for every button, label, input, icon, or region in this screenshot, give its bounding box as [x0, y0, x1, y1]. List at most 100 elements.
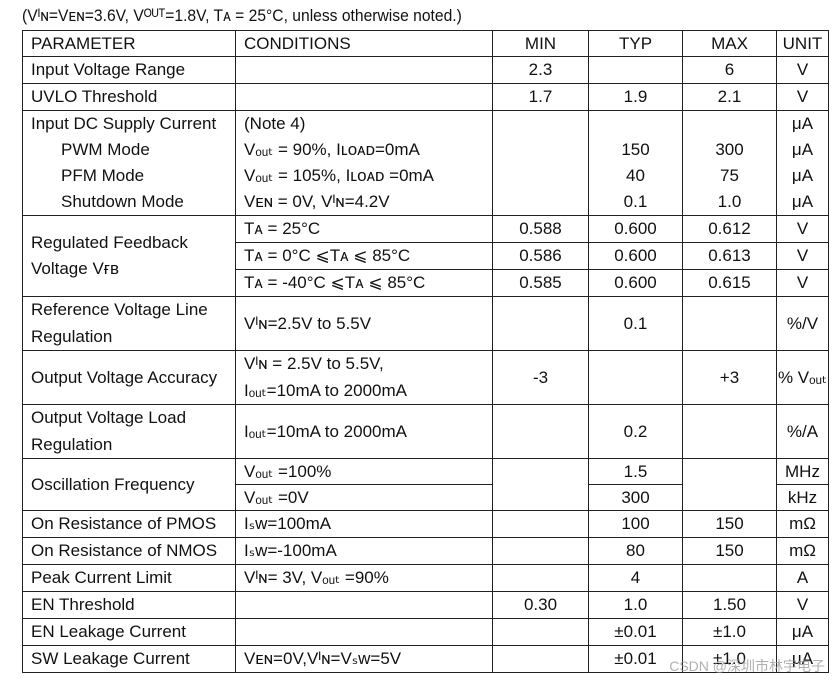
table-row: EN Leakage Current ±0.01 ±1.0 μA — [22, 618, 829, 646]
param-cell: Input DC Supply Current PWM Mode PFM Mod… — [22, 110, 236, 216]
header-typ: TYP — [588, 30, 683, 57]
unit-cell: A — [776, 564, 829, 592]
unit-cell: MHz — [776, 458, 829, 485]
min-cell: 1.7 — [492, 83, 589, 111]
unit-cell: %/V — [776, 296, 829, 351]
table-header-row: PARAMETER CONDITIONS MIN TYP MAX UNIT — [22, 30, 829, 57]
typ-cell: 1.9 — [588, 83, 683, 111]
param-cell: Output Voltage Accuracy — [22, 350, 236, 405]
min-cell — [492, 537, 589, 565]
max-cell: +3 — [682, 350, 777, 405]
min-cell: 0.585 — [492, 269, 589, 297]
table-row: Input DC Supply Current PWM Mode PFM Mod… — [22, 110, 829, 216]
conditions-cell — [235, 83, 493, 111]
table-row: Output Voltage Load Regulation Iₒᵤₜ=10mA… — [22, 404, 829, 459]
max-cell — [682, 404, 777, 459]
param-cell: Input Voltage Range — [22, 56, 236, 84]
max-cell — [682, 458, 777, 511]
typ-cell: 0.600 — [588, 269, 683, 297]
conditions-cell — [235, 618, 493, 646]
header-min: MIN — [492, 30, 589, 57]
param-line: Output Voltage Load — [31, 408, 187, 427]
min-cell: 2.3 — [492, 56, 589, 84]
conditions-cell: Vₒᵤₜ =0V — [235, 484, 493, 511]
unit-cell: V — [776, 269, 829, 297]
unit-cell: μA μA μA μA — [776, 110, 829, 216]
table-caption: (Vᴵɴ=Vᴇɴ=3.6V, Vᴼᵁᵀ=1.8V, Tᴀ = 25°C, unl… — [22, 6, 462, 25]
conditions-cell: (Note 4) Vₒᵤₜ = 90%, Iʟᴏᴀᴅ=0mA Vₒᵤₜ = 10… — [235, 110, 493, 216]
param-cell: On Resistance of PMOS — [22, 510, 236, 538]
max-blank — [684, 112, 776, 138]
conditions-cell: Vₒᵤₜ =100% — [235, 458, 493, 485]
table-row: SW Leakage Current Vᴇɴ=0V,Vᴵɴ=Vₛᴡ=5V ±0.… — [22, 645, 829, 673]
unit-cell: V — [776, 56, 829, 84]
min-cell: 0.30 — [492, 591, 589, 619]
table-row: On Resistance of PMOS Iₛᴡ=100mA 100 150 … — [22, 510, 829, 538]
conditions-pwm: Vₒᵤₜ = 90%, Iʟᴏᴀᴅ=0mA — [244, 140, 420, 159]
conditions-cell — [235, 591, 493, 619]
typ-cell: 300 — [588, 484, 683, 511]
max-cell: 150 — [682, 510, 777, 538]
typ-cell — [588, 350, 683, 405]
typ-cell: 0.600 — [588, 215, 683, 243]
typ-cell: 1.5 — [588, 458, 683, 485]
conditions-cell: Vᴇɴ=0V,Vᴵɴ=Vₛᴡ=5V — [235, 645, 493, 673]
typ-cell: 0.2 — [588, 404, 683, 459]
max-cell: 0.613 — [682, 242, 777, 270]
max-cell: 0.615 — [682, 269, 777, 297]
conditions-pfm: Vₒᵤₜ = 105%, Iʟᴏᴀᴅ =0mA — [244, 166, 435, 185]
unit-shutdown: μA — [791, 192, 814, 211]
param-line: Regulated Feedback — [31, 232, 188, 252]
header-parameter: PARAMETER — [22, 30, 236, 57]
typ-cell: 0.600 — [588, 242, 683, 270]
conditions-cell: Tᴀ = 25°C — [235, 215, 493, 243]
conditions-cell: Iₛᴡ=100mA — [235, 510, 493, 538]
table-row: Output Voltage Accuracy Vᴵɴ = 2.5V to 5.… — [22, 350, 829, 405]
min-cell — [492, 404, 589, 459]
unit-cell: mΩ — [776, 510, 829, 538]
table-row: Reference Voltage Line Regulation Vᴵɴ=2.… — [22, 296, 829, 351]
unit-cell: % Vₒᵤₜ — [776, 350, 829, 405]
min-cell — [492, 564, 589, 592]
typ-cell: 80 — [588, 537, 683, 565]
conditions-cell: Vᴵɴ= 3V, Vₒᵤₜ =90% — [235, 564, 493, 592]
header-unit: UNIT — [776, 30, 829, 57]
param-sub-shutdown: Shutdown Mode — [61, 192, 184, 211]
conditions-cell: Iₒᵤₜ=10mA to 2000mA — [235, 404, 493, 459]
param-cell: On Resistance of NMOS — [22, 537, 236, 565]
typ-cell: ±0.01 — [588, 645, 683, 673]
max-shutdown: 1.0 — [717, 192, 742, 211]
min-cell — [492, 296, 589, 351]
max-pwm: 300 — [715, 140, 744, 159]
conditions-cell: Tᴀ = -40°C ⩽Tᴀ ⩽ 85°C — [235, 269, 493, 297]
conditions-cell: Vᴵɴ=2.5V to 5.5V — [235, 296, 493, 351]
min-cell: -3 — [492, 350, 589, 405]
typ-cell: 1.0 — [588, 591, 683, 619]
unit-cell: mΩ — [776, 537, 829, 565]
param-line: Regulation — [31, 326, 113, 346]
table-row: EN Threshold 0.30 1.0 1.50 V — [22, 591, 829, 619]
typ-pwm: 150 — [621, 140, 650, 159]
unit-cell: %/A — [776, 404, 829, 459]
unit-cell: kHz — [776, 484, 829, 511]
param-cell: EN Threshold — [22, 591, 236, 619]
table-row: Tᴀ = 0°C ⩽Tᴀ ⩽ 85°C 0.586 0.600 0.613 V — [23, 242, 829, 270]
min-cell — [492, 645, 589, 673]
typ-blank — [590, 112, 682, 138]
max-cell: 6 — [682, 56, 777, 84]
table-row: Regulated Feedback Voltage Vғʙ Tᴀ = 25°C… — [22, 215, 829, 297]
conditions-note: (Note 4) — [244, 114, 306, 133]
unit-pwm: μA — [791, 140, 814, 159]
typ-cell: 0.1 — [588, 296, 683, 351]
param-cell: Regulated Feedback Voltage Vғʙ — [22, 215, 236, 297]
conditions-line: Vᴵɴ = 2.5V to 5.5V, — [244, 354, 384, 373]
conditions-cell: Tᴀ = 0°C ⩽Tᴀ ⩽ 85°C — [235, 242, 493, 270]
conditions-shutdown: Vᴇɴ = 0V, Vᴵɴ=4.2V — [244, 192, 390, 211]
typ-cell — [588, 56, 683, 84]
min-cell — [492, 110, 589, 216]
min-cell — [492, 618, 589, 646]
conditions-cell: Iₛᴡ=-100mA — [235, 537, 493, 565]
param-line: Input DC Supply Current — [31, 114, 217, 133]
typ-cell: ±0.01 — [588, 618, 683, 646]
min-cell: 0.588 — [492, 215, 589, 243]
